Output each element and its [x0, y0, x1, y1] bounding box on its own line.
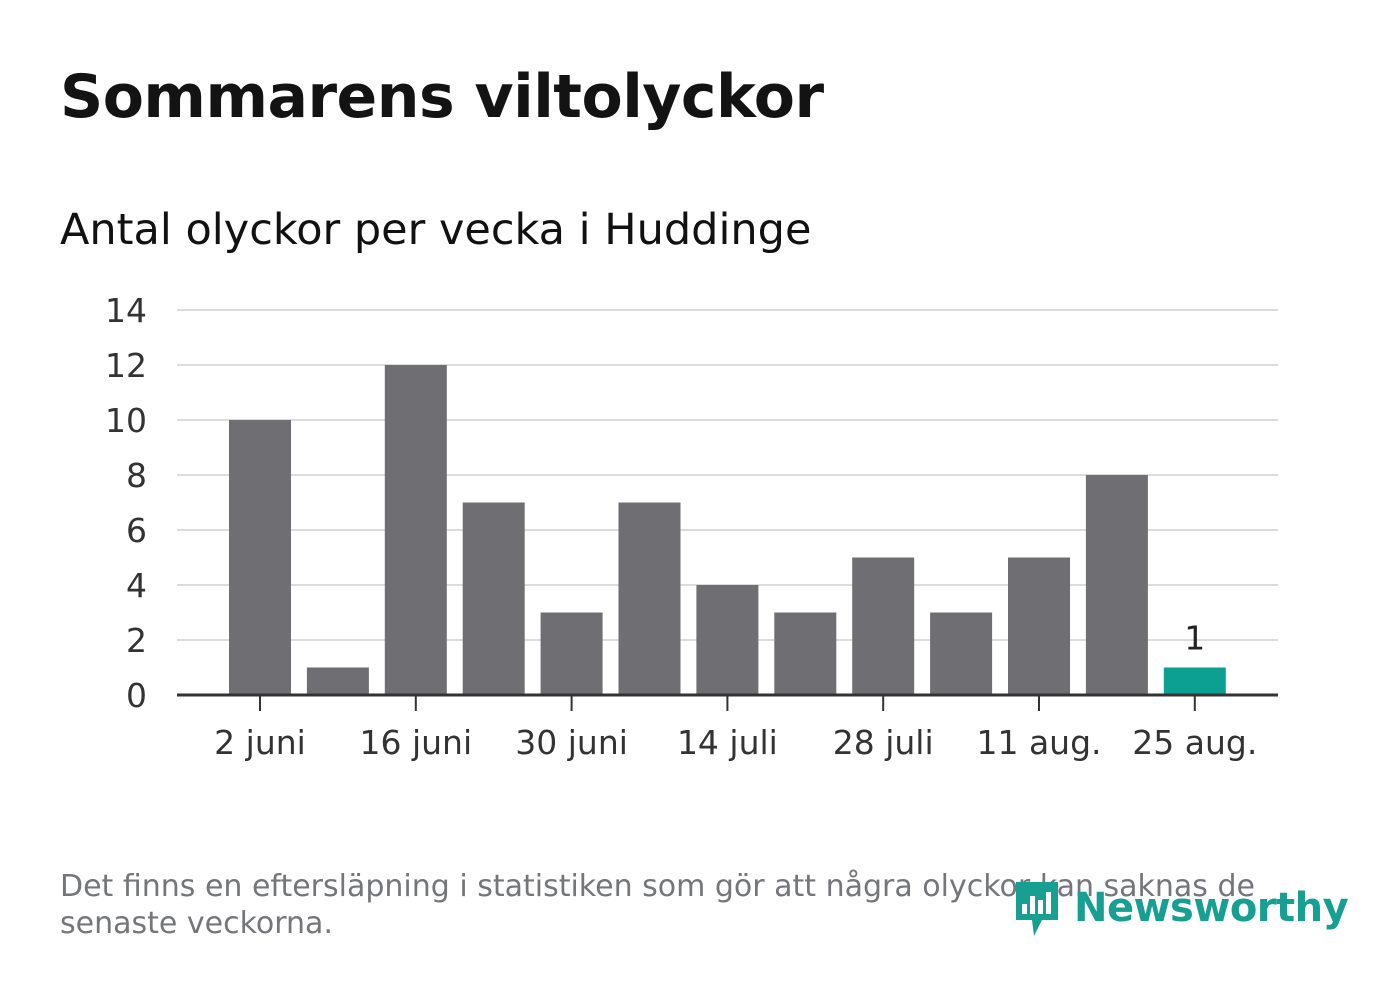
y-axis-ticks: 0 2 4 6 8 10 12 14 — [105, 291, 147, 715]
bar-2-juni — [229, 420, 291, 695]
data-labels: 1 — [1184, 619, 1205, 658]
chart-title: Sommarens viltolyckor — [60, 62, 824, 132]
bar-30-juni — [540, 612, 603, 695]
y-tick-label: 14 — [105, 291, 147, 330]
bar-9-juni — [306, 667, 369, 695]
bar-28-juli — [852, 557, 915, 695]
bar-16-juni — [384, 365, 447, 695]
y-tick-label: 2 — [126, 621, 147, 660]
y-tick-label: 0 — [126, 676, 147, 715]
bars — [229, 365, 1226, 695]
bar-chart-icon — [1016, 882, 1058, 936]
data-label-last-week: 1 — [1184, 619, 1205, 658]
y-tick-label: 6 — [126, 511, 147, 550]
bar-7-juli — [618, 502, 681, 695]
x-tick-label: 25 aug. — [1132, 723, 1257, 762]
y-tick-label: 12 — [105, 346, 147, 385]
x-tick-label: 30 juni — [515, 723, 628, 762]
y-tick-label: 4 — [126, 566, 147, 605]
x-tick-label: 2 juni — [214, 723, 306, 762]
x-axis-ticks: 2 juni 16 juni 30 juni 14 juli 28 juli 11 aug… — [214, 695, 1257, 762]
bar-4-aug — [930, 612, 993, 695]
y-tick-label: 8 — [126, 456, 147, 495]
y-tick-label: 10 — [105, 401, 147, 440]
x-tick-label: 28 juli — [833, 723, 934, 762]
bar-14-juli — [696, 585, 759, 695]
bar-11-aug — [1008, 557, 1070, 695]
x-tick-label: 11 aug. — [976, 723, 1101, 762]
x-tick-label: 14 juli — [677, 723, 778, 762]
logo-text: Newsworthy — [1074, 885, 1349, 931]
chart-subtitle: Antal olyckor per vecka i Huddinge — [60, 205, 812, 255]
newsworthy-logo: Newsworthy — [1012, 876, 1349, 940]
bar-21-juli — [774, 612, 837, 695]
bar-23-juni — [462, 502, 525, 695]
bar-18-aug — [1085, 475, 1148, 695]
x-tick-label: 16 juni — [359, 723, 472, 762]
bar-25-aug — [1163, 667, 1226, 695]
